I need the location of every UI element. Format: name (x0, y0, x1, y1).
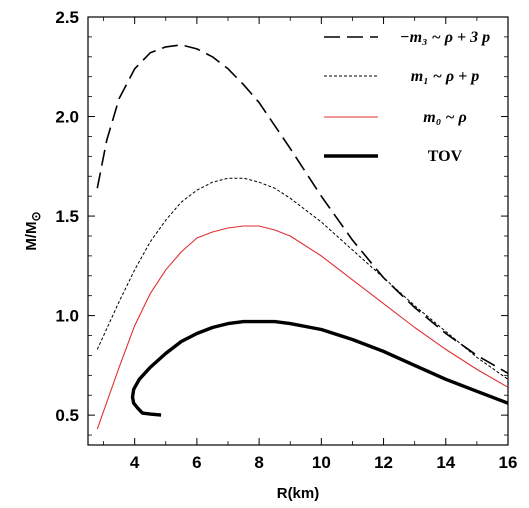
x-tick-label: 6 (192, 453, 201, 472)
legend-label-2: m₀ ~ ρ (423, 109, 466, 126)
x-tick-label: 8 (254, 453, 263, 472)
y-axis-title: M/M⊙ (23, 211, 43, 250)
y-tick-label: 2.0 (55, 108, 79, 127)
series-layer (96, 44, 509, 430)
legend-label-0: −m₃ ~ ρ + 3 p (400, 29, 490, 46)
y-axis-title-sub: ⊙ (29, 211, 43, 221)
x-tick-label: 10 (312, 453, 331, 472)
plot-frame (87, 16, 509, 446)
series-line-2 (96, 225, 509, 430)
axis-ticks (88, 16, 509, 445)
x-axis-title: R(km) (277, 485, 320, 502)
y-axis-title-main: M/M (23, 221, 40, 250)
x-tick-label: 16 (499, 453, 518, 472)
legend-label-1: m₁ ~ ρ + p (411, 68, 480, 85)
series-line-3 (130, 319, 509, 417)
axis-tick-labels: 4 6 8 10 12 14 16 0.5 1.0 1.5 2.0 2.5 (55, 8, 517, 472)
y-tick-label: 0.5 (55, 406, 79, 425)
x-tick-label: 4 (130, 453, 140, 472)
series-line-1 (96, 177, 509, 380)
x-tick-label: 14 (436, 453, 455, 472)
y-tick-label: 1.5 (55, 207, 79, 226)
legend-label-3: TOV (428, 148, 463, 165)
x-tick-label: 12 (374, 453, 393, 472)
y-tick-label: 2.5 (55, 8, 79, 27)
y-tick-label: 1.0 (55, 307, 79, 326)
legend: −m₃ ~ ρ + 3 p m₁ ~ ρ + p m₀ ~ ρ TOV (324, 29, 490, 165)
series-line-0 (96, 44, 509, 374)
